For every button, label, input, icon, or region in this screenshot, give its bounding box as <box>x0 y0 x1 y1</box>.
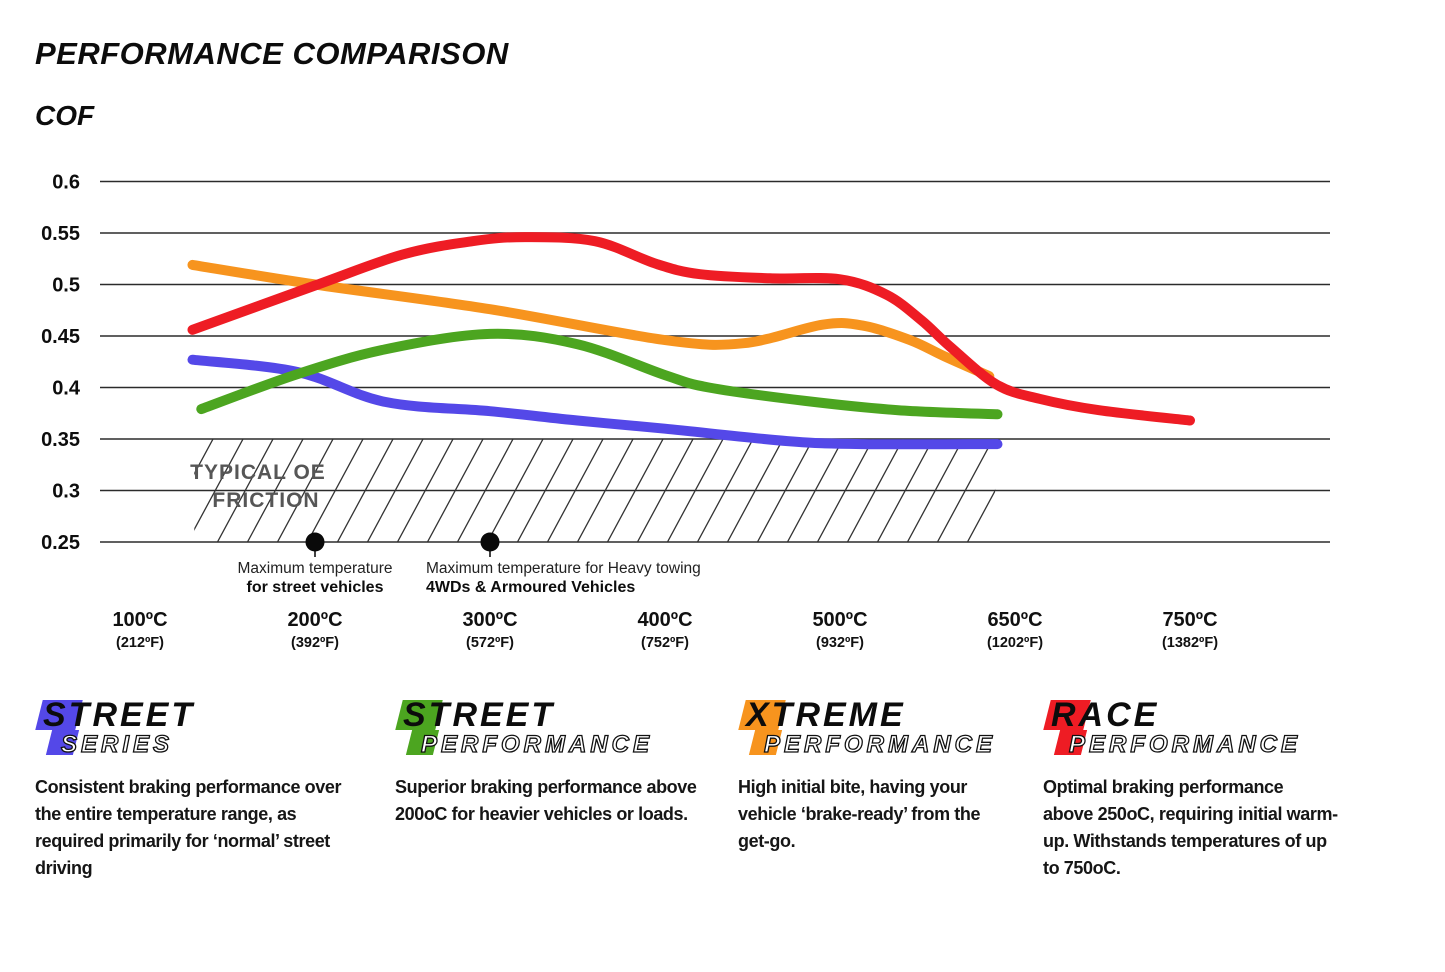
logo-word-2: PERFORMANCE <box>763 731 997 758</box>
legend-description: Consistent braking performance over the … <box>35 777 342 878</box>
logo-word-2: SERIES <box>60 731 174 758</box>
hatch-line <box>666 439 724 542</box>
logo-word-1: STREET <box>43 696 196 734</box>
y-tick-label: 0.45 <box>41 326 80 348</box>
performance-chart: 0.6 0.55 0.5 0.45 0.4 0.35 0.3 0.25 TYPICAL OE FR… <box>41 172 1330 651</box>
x-tick-label-c: 100ºC <box>112 609 167 631</box>
annotation-dot <box>305 532 325 552</box>
x-tick-label-f: (932ºF) <box>816 635 864 651</box>
hatch-line <box>786 439 844 542</box>
legend-description: High initial bite, having your vehicle ‘… <box>738 777 981 851</box>
annotation-text: Maximum temperature for Heavy towing <box>426 560 701 577</box>
line-xtreme-performance <box>187 259 995 382</box>
hatch-line <box>396 439 454 542</box>
x-tick-label-c: 400ºC <box>637 609 692 631</box>
page-title: PERFORMANCE COMPARISON <box>35 36 509 71</box>
logo-word-2: PERFORMANCE <box>420 731 654 758</box>
legend-description: Superior braking performance above 200oC… <box>395 777 697 824</box>
hatch-line <box>456 439 514 542</box>
x-tick-label-f: (1202ºF) <box>987 635 1043 651</box>
legend-street-series: STREET SERIES Consistent braking perform… <box>35 698 380 878</box>
hatch-line <box>516 439 574 542</box>
y-tick-label: 0.55 <box>41 223 80 245</box>
line-street-series <box>187 354 1003 450</box>
hatch-line <box>216 439 274 542</box>
oe-friction-label: FRICTION <box>212 489 319 512</box>
hatch-line <box>336 439 394 542</box>
oe-friction-hatch <box>194 439 996 542</box>
xtreme-performance-logo: XTREME PERFORMANCE <box>738 698 1038 764</box>
street-series-logo: STREET SERIES <box>35 698 380 764</box>
hatch-line <box>936 439 994 542</box>
annotation-dot <box>480 532 500 552</box>
x-tick-label-c: 300ºC <box>462 609 517 631</box>
hatch-line <box>726 439 784 542</box>
annotation-text: 4WDs & Armoured Vehicles <box>426 579 635 596</box>
legend-race-performance: RACE PERFORMANCE Optimal braking perform… <box>1043 698 1378 878</box>
hatch-line <box>546 439 604 542</box>
hatch-line <box>846 439 904 542</box>
hatch-line <box>306 439 364 542</box>
logo-word-1: STREET <box>403 696 556 734</box>
x-tick-label-c: 650ºC <box>987 609 1042 631</box>
hatch-line <box>636 439 694 542</box>
legend-description: Optimal braking performance above 250oC,… <box>1043 777 1338 878</box>
hatch-line <box>194 439 244 531</box>
y-tick-label: 0.6 <box>52 172 80 194</box>
annotation-text: for street vehicles <box>247 579 384 596</box>
hatch-line <box>606 439 664 542</box>
y-tick-label: 0.5 <box>52 275 80 297</box>
y-tick-label: 0.25 <box>41 532 80 554</box>
x-tick-label-f: (1382ºF) <box>1162 635 1218 651</box>
logo-word-1: RACE <box>1051 696 1160 734</box>
hatch-line <box>576 439 634 542</box>
x-tick-label-f: (212ºF) <box>116 635 164 651</box>
x-tick-label-c: 750ºC <box>1162 609 1217 631</box>
hatch-line <box>366 439 424 542</box>
line-street-performance <box>196 328 1003 420</box>
hatch-line <box>966 489 996 542</box>
x-tick-label-f: (392ºF) <box>291 635 339 651</box>
annotation-text: Maximum temperature <box>237 560 392 577</box>
legend-street-performance: STREET PERFORMANCE Superior braking perf… <box>395 698 735 824</box>
hatch-line <box>246 439 304 542</box>
y-axis-title: COF <box>35 100 95 131</box>
hatch-line <box>756 439 814 542</box>
x-tick-label-f: (572ºF) <box>466 635 514 651</box>
gridlines <box>100 180 1330 543</box>
line-race-performance <box>187 232 1195 426</box>
logo-word-1: XTREME <box>746 696 906 734</box>
hatch-line <box>906 439 964 542</box>
hatch-line <box>816 439 874 542</box>
x-tick-label-c: 200ºC <box>287 609 342 631</box>
oe-friction-label: TYPICAL OE <box>190 461 326 484</box>
y-tick-label: 0.35 <box>41 429 80 451</box>
race-performance-logo: RACE PERFORMANCE <box>1043 698 1378 764</box>
hatch-line <box>426 439 484 542</box>
x-tick-label-c: 500ºC <box>812 609 867 631</box>
y-tick-label: 0.3 <box>52 481 80 503</box>
hatch-line <box>276 439 334 542</box>
legend-xtreme-performance: XTREME PERFORMANCE High initial bite, ha… <box>738 698 1038 851</box>
hatch-line <box>696 439 754 542</box>
hatch-line <box>876 439 934 542</box>
hatch-line <box>194 439 214 476</box>
hatch-line <box>486 439 544 542</box>
street-performance-logo: STREET PERFORMANCE <box>395 698 735 764</box>
x-tick-label-f: (752ºF) <box>641 635 689 651</box>
logo-word-2: PERFORMANCE <box>1068 731 1302 758</box>
y-tick-label: 0.4 <box>52 378 81 400</box>
